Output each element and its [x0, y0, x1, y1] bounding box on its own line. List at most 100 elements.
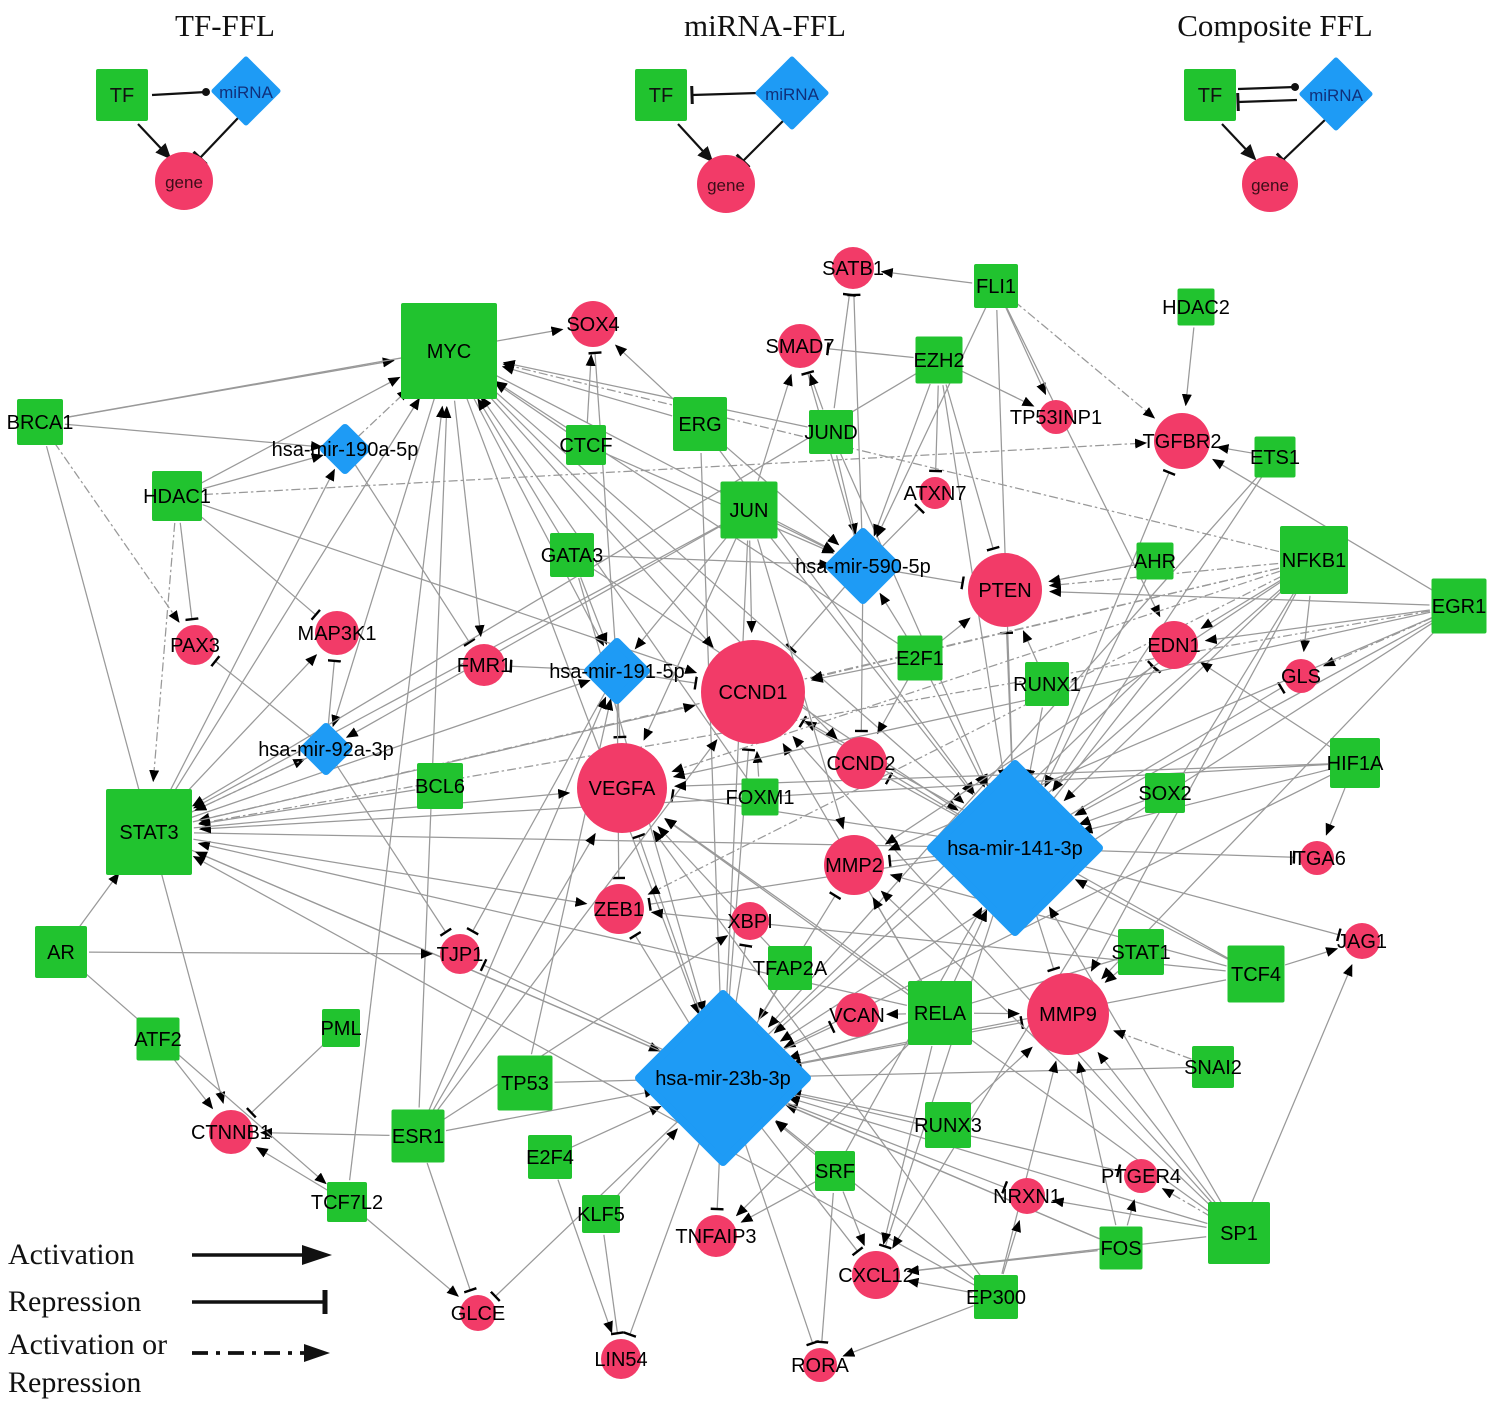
- node-mir23b[interactable]: [635, 990, 811, 1166]
- node-mir141[interactable]: [927, 760, 1103, 936]
- edge-mir23b-mmp9: [784, 1015, 1025, 1068]
- edge-gata3-myc: [477, 398, 561, 535]
- edge-rela-cxcl12: [881, 1045, 933, 1245]
- node-mmp2[interactable]: [824, 835, 884, 895]
- node-fli1[interactable]: [974, 264, 1018, 308]
- node-gls[interactable]: [1284, 659, 1318, 693]
- node-stat1[interactable]: [1118, 929, 1164, 975]
- node-mir190a[interactable]: [320, 424, 370, 474]
- node-egr1[interactable]: [1431, 578, 1487, 634]
- node-rela[interactable]: [908, 981, 972, 1045]
- node-edn1[interactable]: [1150, 621, 1198, 669]
- node-satb1[interactable]: [832, 247, 874, 289]
- node-e2f4[interactable]: [528, 1135, 572, 1179]
- node-sp1[interactable]: [1208, 1202, 1270, 1264]
- edge-jund-mir590: [835, 455, 858, 536]
- node-label-tp53: TP53: [501, 1073, 549, 1095]
- node-mir590[interactable]: [825, 528, 901, 604]
- node-vegfa[interactable]: [577, 743, 667, 833]
- node-mir92a[interactable]: [300, 723, 352, 775]
- gene-node[interactable]: [697, 155, 755, 213]
- node-ets1[interactable]: [1254, 436, 1296, 478]
- node-ctcf[interactable]: [566, 425, 606, 465]
- node-pten[interactable]: [968, 553, 1042, 627]
- node-smad7[interactable]: [778, 324, 822, 368]
- node-ctnnb1[interactable]: [209, 1110, 253, 1154]
- node-fos[interactable]: [1099, 1226, 1143, 1270]
- node-ep300[interactable]: [974, 1275, 1018, 1319]
- tf-node[interactable]: [635, 69, 687, 121]
- node-mmp9[interactable]: [1027, 973, 1109, 1055]
- node-tp53[interactable]: [497, 1055, 553, 1111]
- node-hif1a[interactable]: [1330, 738, 1380, 788]
- node-tnfaip3[interactable]: [695, 1215, 737, 1257]
- node-itga6[interactable]: [1300, 841, 1334, 875]
- node-pml[interactable]: [322, 1009, 360, 1047]
- edge-mir190a-fmr1: [353, 463, 476, 647]
- edge-fli1-satb1: [880, 268, 973, 284]
- edge-esr1-mir191: [428, 696, 607, 1111]
- node-tcf7l2[interactable]: [327, 1182, 367, 1222]
- node-hdac1[interactable]: [152, 471, 202, 521]
- node-lin54[interactable]: [601, 1339, 641, 1379]
- node-stat3[interactable]: [106, 789, 192, 875]
- node-atf2[interactable]: [136, 1017, 180, 1061]
- mirna-node[interactable]: [1299, 57, 1373, 131]
- node-tp53inp1[interactable]: [1039, 400, 1073, 434]
- node-erg[interactable]: [673, 397, 727, 451]
- node-rora[interactable]: [803, 1348, 837, 1382]
- gene-node[interactable]: [1242, 156, 1298, 212]
- node-jun[interactable]: [720, 481, 778, 539]
- node-vcan[interactable]: [835, 993, 879, 1037]
- mirna-node[interactable]: [211, 56, 281, 126]
- node-ezh2[interactable]: [915, 336, 963, 384]
- edge-mirna-tf: [1236, 92, 1298, 112]
- node-foxm1[interactable]: [741, 778, 779, 816]
- mirna-node[interactable]: [755, 56, 829, 130]
- edge-jund-smad7: [809, 373, 824, 410]
- node-tgfbr2[interactable]: [1154, 413, 1210, 469]
- node-myc[interactable]: [401, 303, 497, 399]
- node-tjp1[interactable]: [440, 934, 480, 974]
- node-mir191[interactable]: [584, 638, 650, 704]
- node-brca1[interactable]: [17, 399, 63, 445]
- node-fmr1[interactable]: [463, 644, 505, 686]
- node-srf[interactable]: [815, 1151, 855, 1191]
- node-tcf4[interactable]: [1227, 945, 1285, 1003]
- node-ccnd1[interactable]: [701, 640, 805, 744]
- node-ahr[interactable]: [1136, 542, 1174, 580]
- node-tfap2a[interactable]: [768, 946, 812, 990]
- node-gata3[interactable]: [550, 533, 594, 577]
- node-bcl6[interactable]: [417, 763, 463, 809]
- node-jund[interactable]: [809, 410, 853, 454]
- node-hdac2[interactable]: [1177, 288, 1215, 326]
- node-esr1[interactable]: [391, 1109, 445, 1163]
- node-atxn7[interactable]: [919, 477, 951, 509]
- edge-e2f1-ccnd2: [877, 679, 909, 735]
- node-sox4[interactable]: [570, 301, 616, 347]
- node-pax3[interactable]: [175, 625, 215, 665]
- node-klf5[interactable]: [582, 1195, 620, 1233]
- node-cxcl12[interactable]: [852, 1251, 900, 1299]
- node-sox2[interactable]: [1145, 773, 1185, 813]
- node-map3k1[interactable]: [315, 611, 359, 655]
- node-glce[interactable]: [460, 1295, 496, 1331]
- node-nrxn1[interactable]: [1009, 1178, 1045, 1214]
- node-nfkb1[interactable]: [1280, 526, 1348, 594]
- edge-e2f1-myc: [495, 381, 900, 646]
- node-e2f1[interactable]: [897, 635, 943, 681]
- node-runx3[interactable]: [925, 1102, 971, 1148]
- tf-node[interactable]: [1184, 69, 1236, 121]
- node-ptger4[interactable]: [1124, 1159, 1158, 1193]
- node-ar[interactable]: [35, 926, 87, 978]
- node-ccnd2[interactable]: [835, 737, 887, 789]
- node-runx1[interactable]: [1025, 662, 1069, 706]
- edge-foxm1-ccnd1: [752, 750, 763, 777]
- node-jag1[interactable]: [1344, 923, 1380, 959]
- gene-node[interactable]: [155, 152, 213, 210]
- node-snai2[interactable]: [1192, 1046, 1234, 1088]
- tf-node[interactable]: [96, 69, 148, 121]
- edge-gata3-mir191: [580, 577, 608, 646]
- node-zeb1[interactable]: [594, 884, 644, 934]
- node-xbpi[interactable]: [731, 902, 769, 940]
